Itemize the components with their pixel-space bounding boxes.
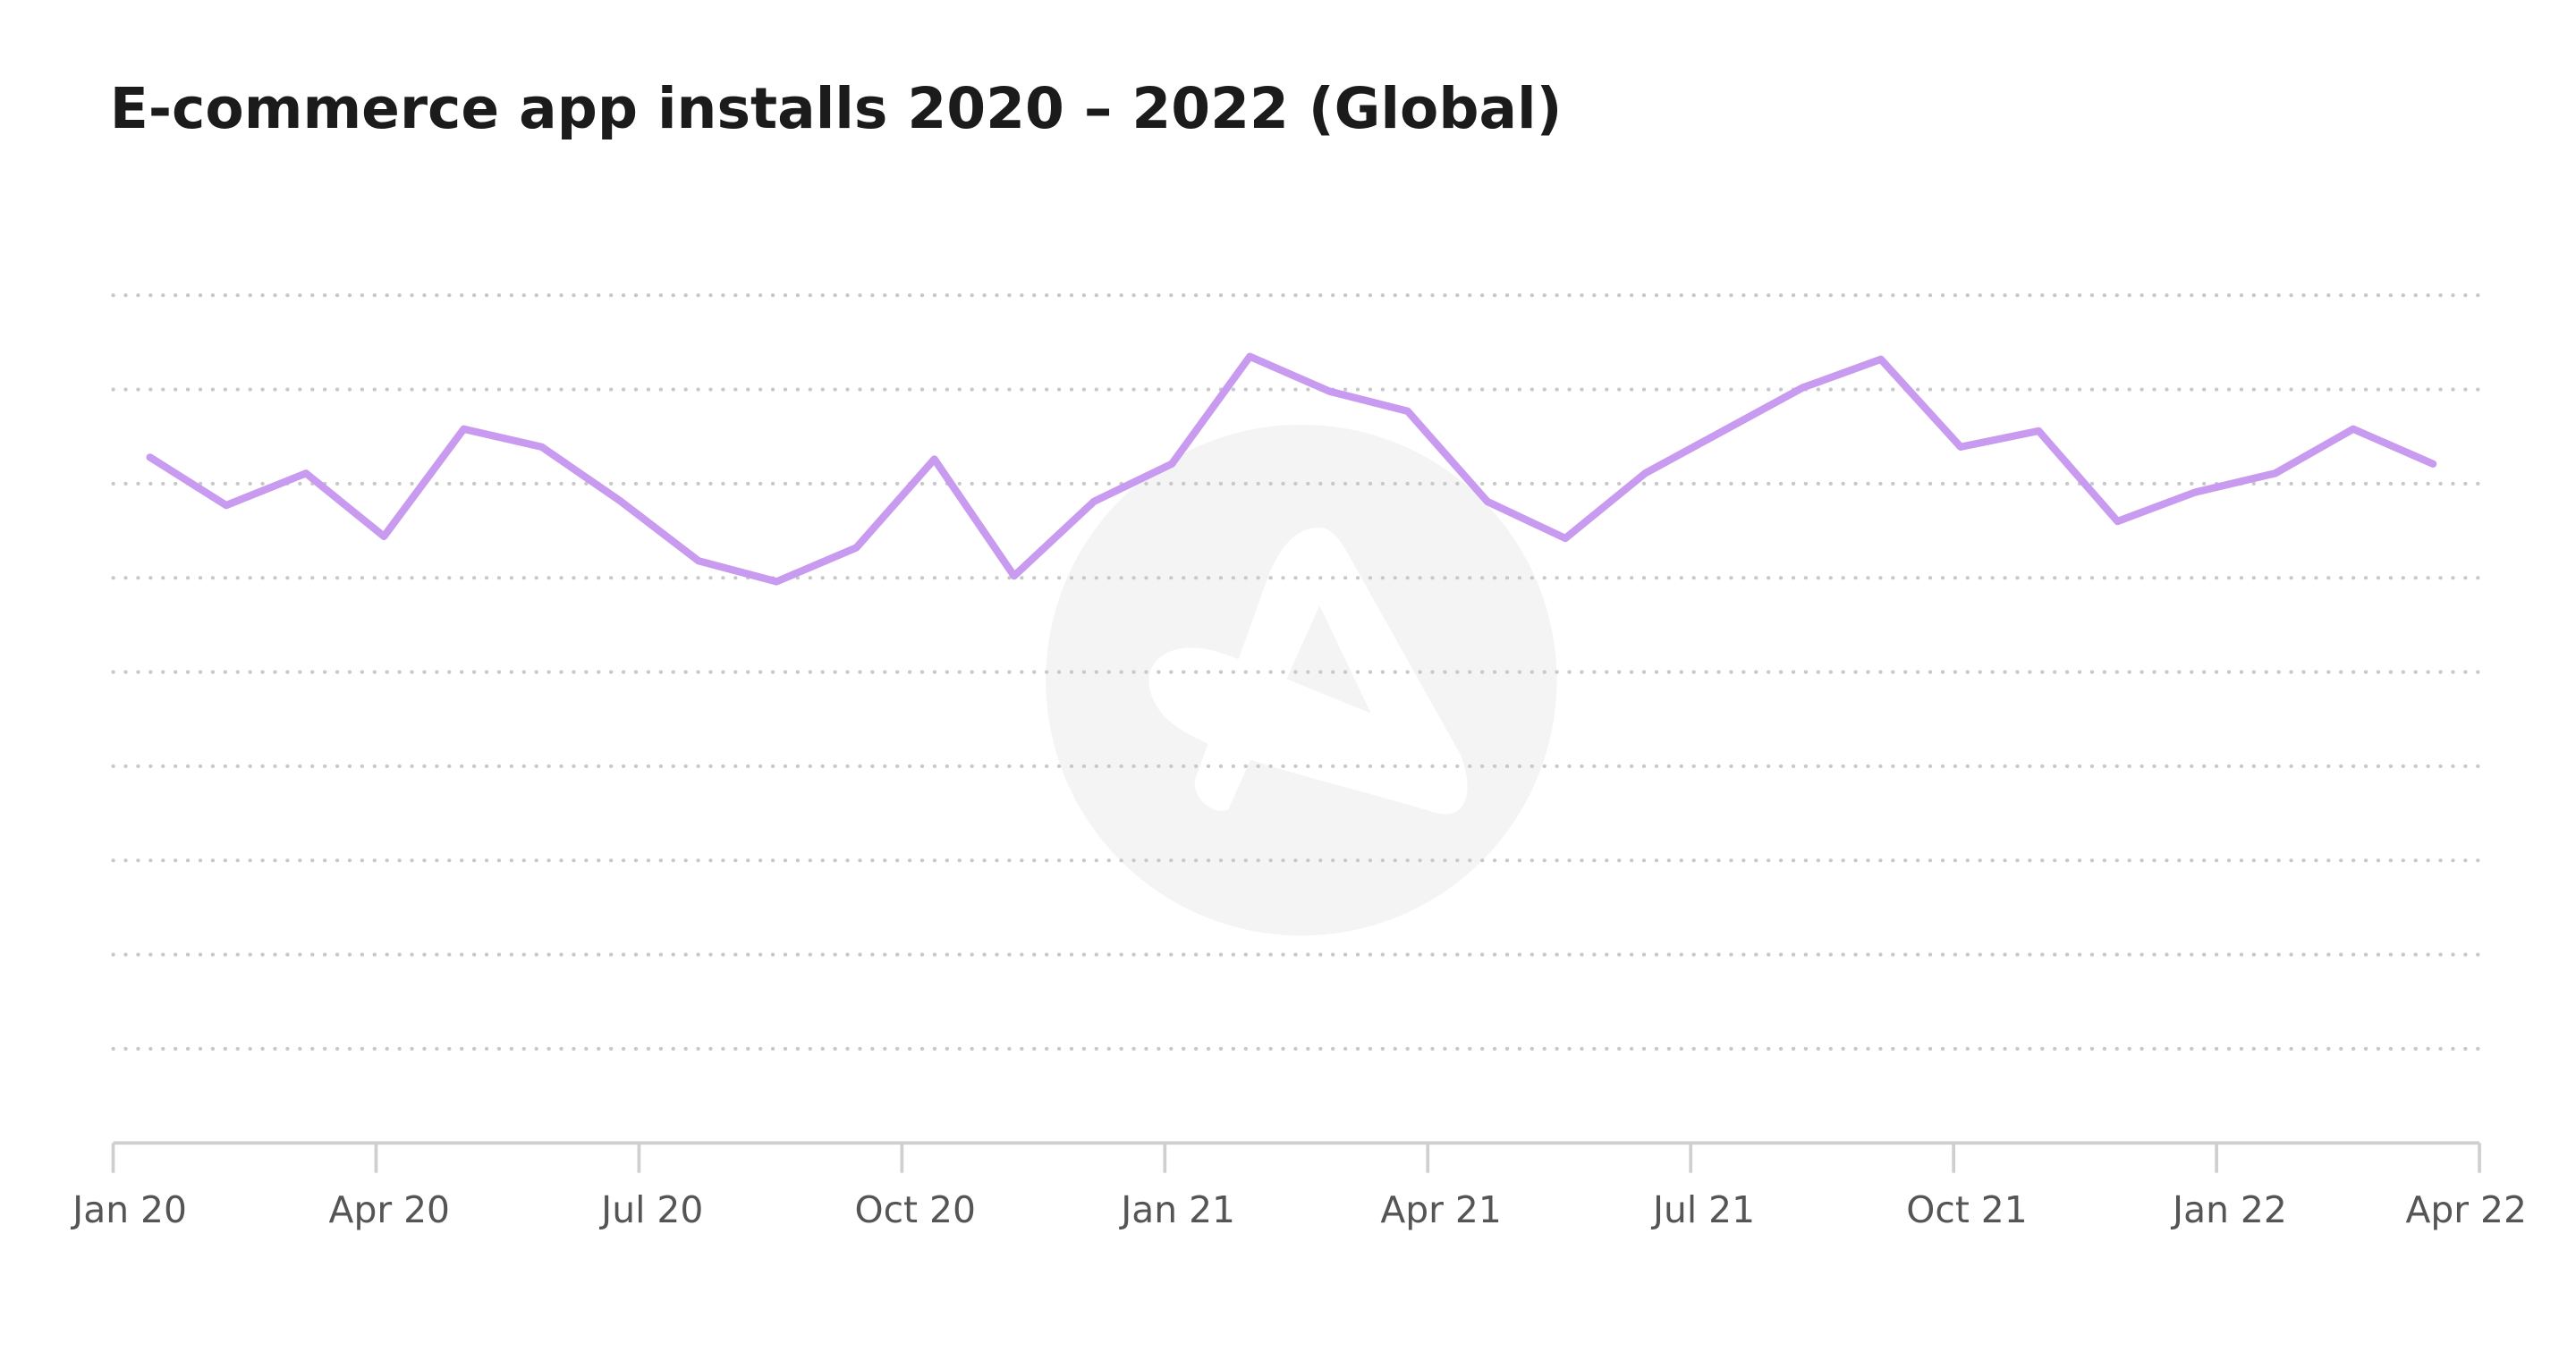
x-tick-label: Apr 22 xyxy=(2405,1188,2526,1231)
x-tick-label: Apr 21 xyxy=(1380,1188,1501,1231)
watermark xyxy=(1046,424,1557,936)
x-tick-label: Jan 22 xyxy=(2170,1188,2287,1231)
watermark-logo xyxy=(1148,527,1468,815)
x-tick-label: Apr 20 xyxy=(329,1188,450,1231)
x-tick-label: Jan 20 xyxy=(70,1188,187,1231)
x-tick-label: Jan 21 xyxy=(1118,1188,1235,1231)
x-tick-label: Jul 20 xyxy=(598,1188,703,1231)
x-tick-label: Oct 20 xyxy=(854,1188,975,1231)
data-line xyxy=(146,352,2437,586)
x-tick-label: Jul 21 xyxy=(1650,1188,1755,1231)
x-tick-label: Oct 21 xyxy=(1906,1188,2027,1231)
chart-title: E-commerce app installs 2020 – 2022 (Glo… xyxy=(110,75,1563,141)
